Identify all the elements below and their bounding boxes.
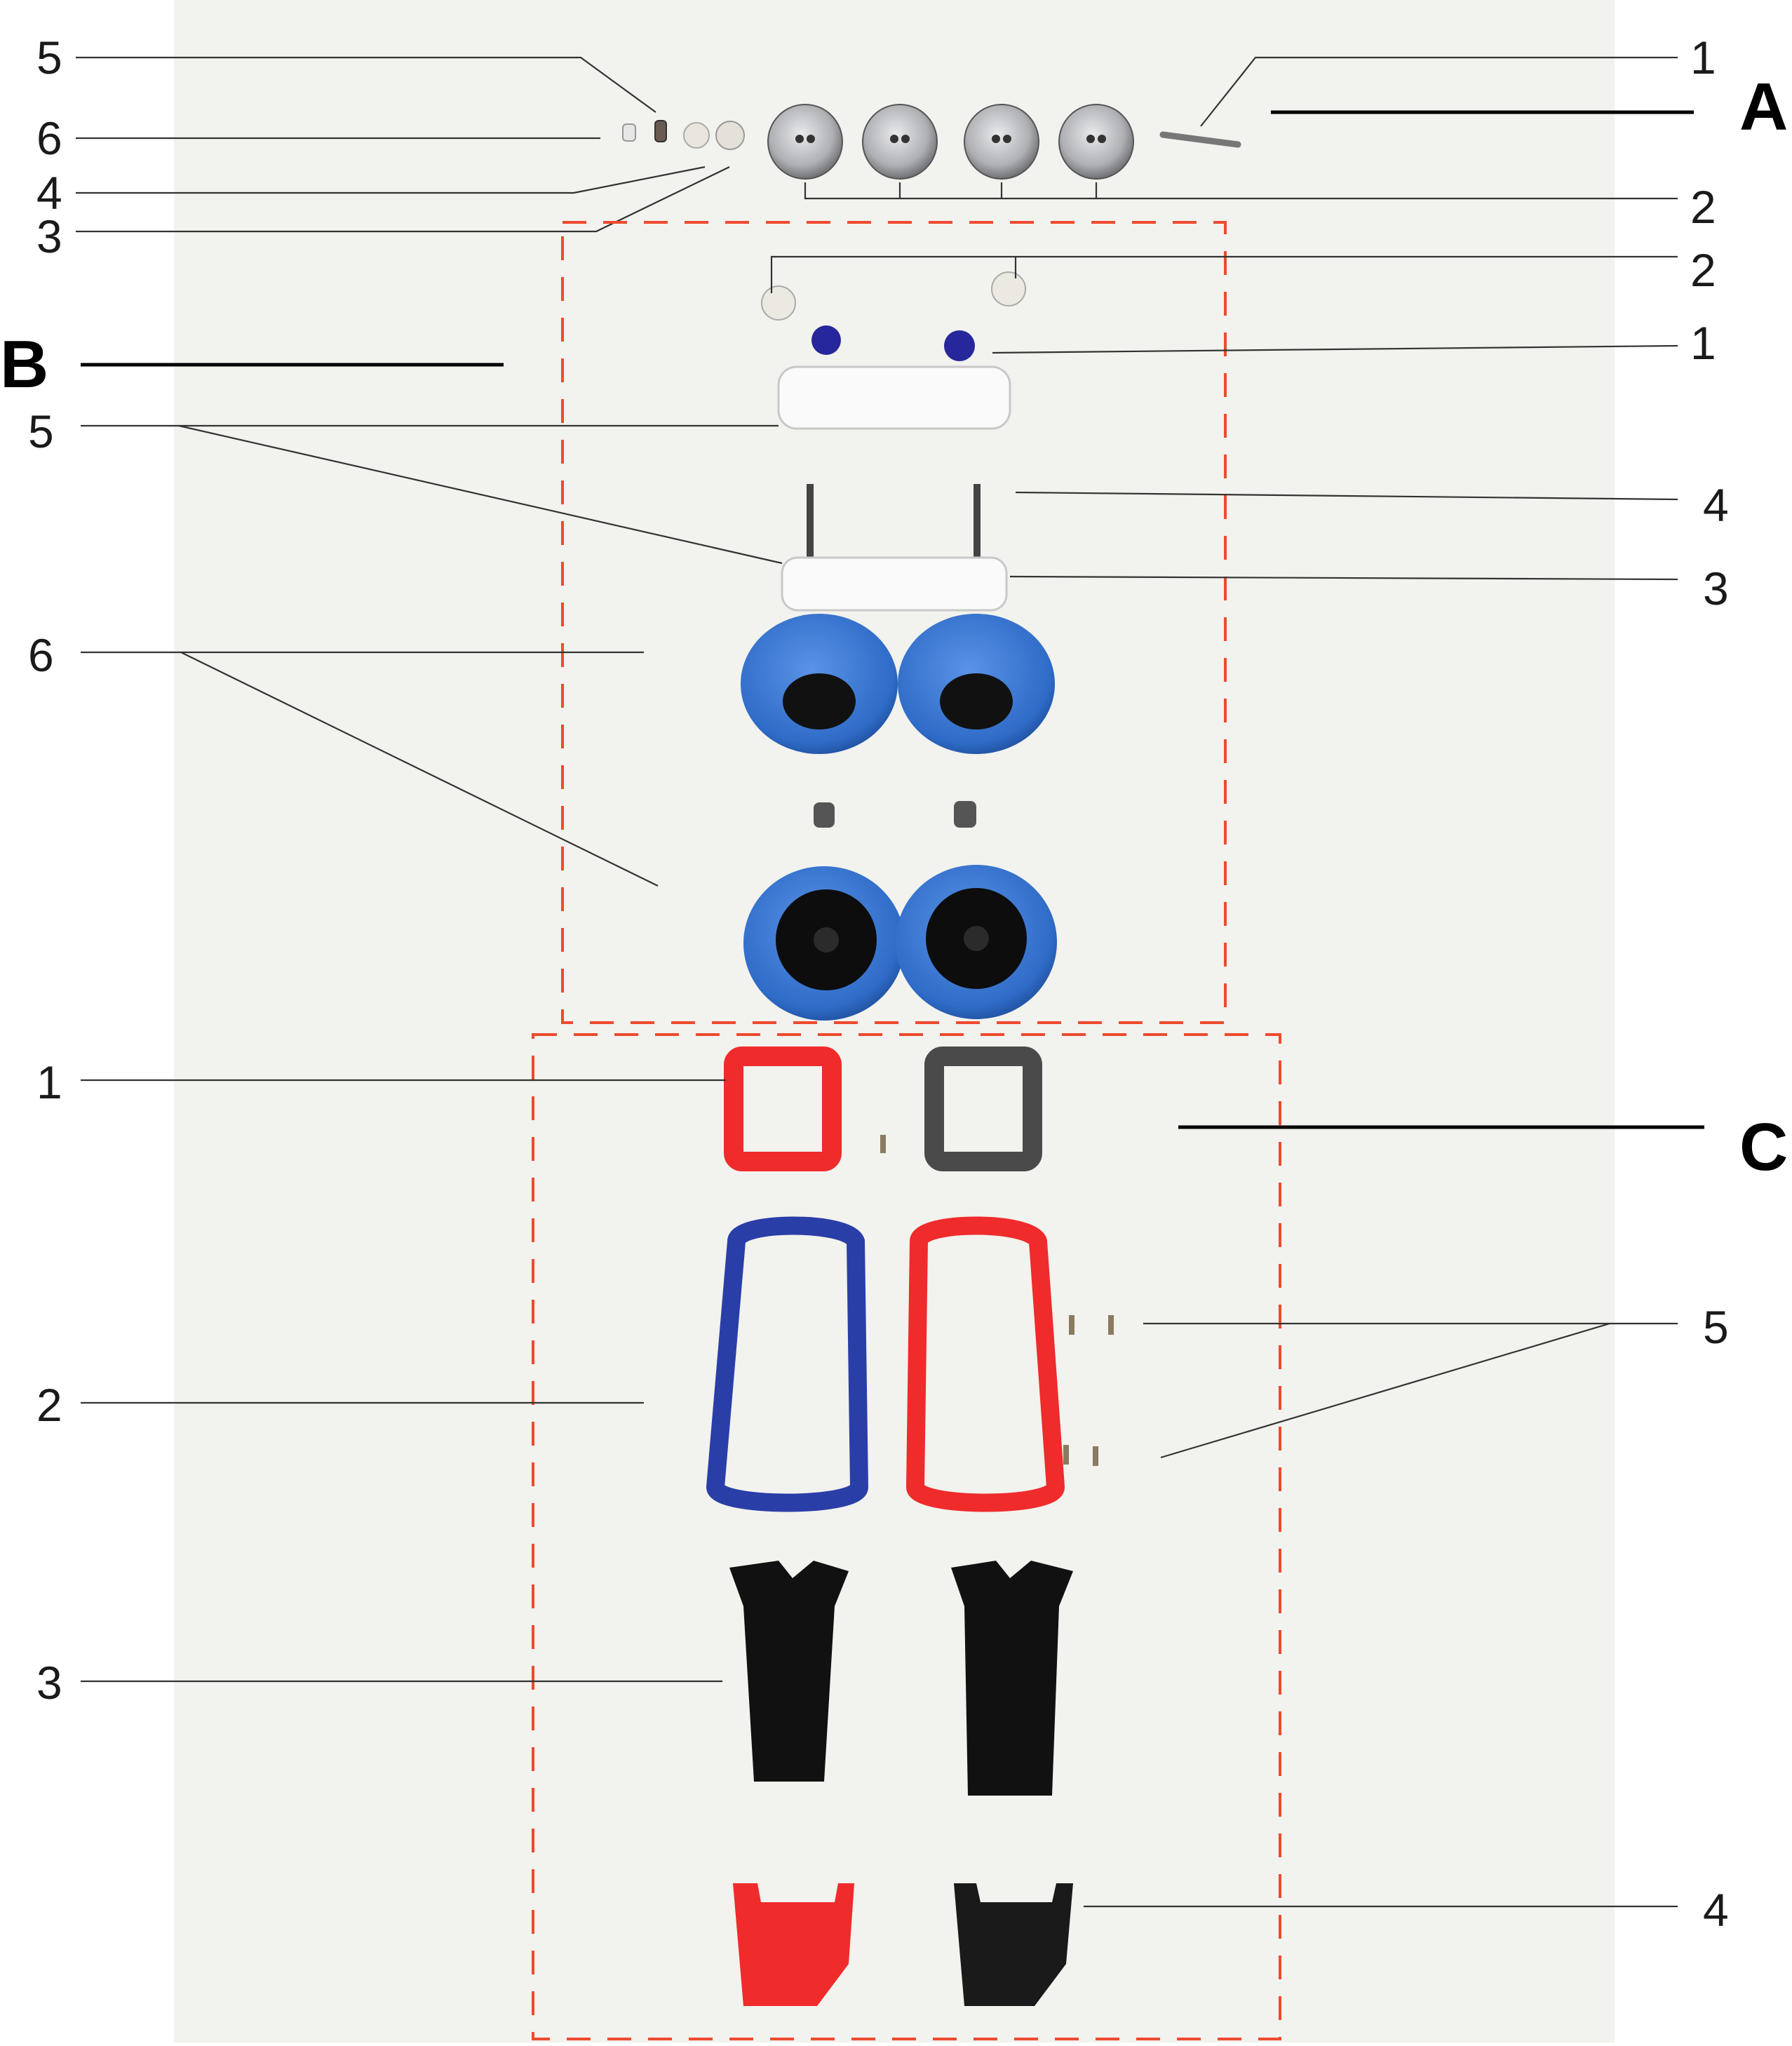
- callout-b-6: 6: [28, 629, 54, 681]
- screw: [1069, 1315, 1074, 1335]
- c-part-3-cover: [951, 1561, 1073, 1796]
- callout-a-6: 6: [36, 112, 62, 164]
- callout-a-5: 5: [36, 32, 62, 83]
- callout-b-3: 3: [1703, 563, 1729, 614]
- callout-b-4: 4: [1703, 479, 1729, 531]
- b-part-4-axle: [807, 484, 814, 572]
- c-part-3-cover: [729, 1561, 849, 1782]
- coin-weight: [1058, 104, 1134, 180]
- leader-b-2: [770, 255, 1017, 293]
- screw: [1063, 1445, 1069, 1465]
- section-b-parts: [741, 271, 1057, 1021]
- section-c-parts: [706, 1046, 1114, 2006]
- section-a-label: A: [1739, 69, 1788, 144]
- a-part-4-gear: [683, 122, 710, 149]
- section-b: B: [0, 221, 1729, 1024]
- section-c: C 1 2 3: [36, 1033, 1788, 2040]
- section-c-border: [532, 1033, 1281, 2040]
- c-part-4-bumper-red: [733, 1883, 854, 2006]
- screw: [1108, 1315, 1114, 1335]
- section-b-label: B: [0, 327, 48, 402]
- leader-a-2: [804, 182, 1678, 200]
- coin-weight: [767, 104, 843, 180]
- callout-c-5: 5: [1703, 1301, 1729, 1353]
- b-part-1-gear: [811, 325, 841, 355]
- screw: [880, 1135, 886, 1153]
- leader-b-4: [1015, 491, 1678, 501]
- b-part-4-axle: [974, 484, 981, 572]
- leader-a-4: [76, 166, 706, 194]
- c-part-1-frame-black: [924, 1046, 1042, 1171]
- leader-b-3: [1009, 575, 1678, 581]
- callout-a-3: 3: [36, 210, 62, 262]
- b-hubs: [814, 801, 976, 828]
- callout-a-2: 2: [1690, 181, 1716, 233]
- b-part-1-gear: [944, 330, 975, 361]
- callout-c-1: 1: [36, 1056, 62, 1108]
- hub: [814, 802, 835, 828]
- leader-a-3: [76, 166, 730, 233]
- leader-a-1: [1200, 56, 1678, 127]
- callout-b-5: 5: [28, 405, 54, 457]
- hub: [954, 801, 976, 828]
- a-part-3-gear: [715, 121, 745, 150]
- screw: [1093, 1446, 1098, 1466]
- coin-weight: [862, 104, 938, 180]
- c-part-2-body-blue: [706, 1216, 869, 1512]
- callout-a-1: 1: [1690, 32, 1716, 83]
- a-part-1-axle: [1159, 131, 1241, 148]
- a-part-5-spring: [654, 120, 667, 142]
- c-screws: [1063, 1315, 1114, 1466]
- callout-c-4: 4: [1703, 1884, 1729, 1936]
- b-tires-top: [741, 614, 1055, 754]
- callout-b-2: 2: [1690, 244, 1716, 296]
- b-part-5-chassis: [777, 365, 1011, 430]
- leader-a-5: [76, 56, 656, 113]
- b-part-3-chassis: [781, 556, 1008, 612]
- b-part-2-gear: [991, 271, 1026, 307]
- section-c-label: C: [1739, 1110, 1788, 1185]
- callout-b-1: 1: [1690, 317, 1716, 369]
- callout-a-4: 4: [36, 167, 62, 219]
- c-part-1-frame-red: [724, 1046, 842, 1171]
- b-part-2-gear: [761, 285, 796, 321]
- b-part-6-wheels: [743, 865, 1057, 1021]
- leader-b-1: [992, 344, 1678, 354]
- coin-weight: [964, 104, 1039, 180]
- section-b-border: [561, 221, 1227, 1024]
- a-part-2-coins: [767, 104, 1134, 180]
- c-part-2-body-red: [905, 1216, 1065, 1512]
- section-a: A: [36, 32, 1788, 262]
- c-part-4-bumper-black: [954, 1883, 1073, 2006]
- callout-c-3: 3: [36, 1657, 62, 1709]
- a-part-6-bushing: [622, 123, 636, 142]
- callout-c-2: 2: [36, 1379, 62, 1431]
- section-a-parts: [622, 104, 1241, 180]
